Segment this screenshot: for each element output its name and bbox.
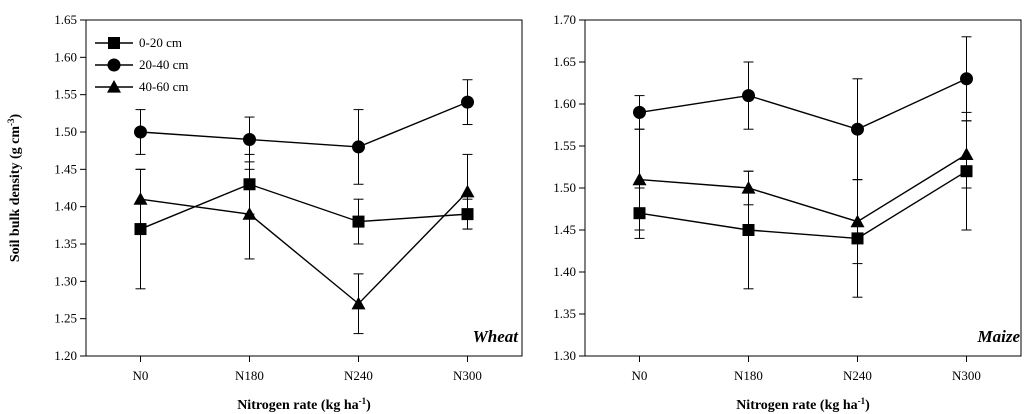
series-line xyxy=(639,170,967,240)
data-point xyxy=(960,72,973,86)
x-tick-label: N300 xyxy=(453,368,482,383)
x-axis-title: Nitrogen rate (kg ha-1) xyxy=(736,396,870,413)
wheat-panel: 1.20 1.25 1.30 1.35 1.40 1.45 1.50 1.55 1.60 1.65… xyxy=(6,12,523,413)
y-tick-label: 1.40 xyxy=(54,199,77,214)
series-20-40-cm xyxy=(633,36,973,181)
legend-item: 20-40 cm xyxy=(95,57,188,72)
y-tick-label: 1.40 xyxy=(553,264,576,279)
data-point xyxy=(851,122,864,136)
legend-label: 20-40 cm xyxy=(139,57,188,72)
x-tick-label: N180 xyxy=(734,368,763,383)
data-point xyxy=(460,184,475,198)
plot-frame xyxy=(85,19,523,357)
series-line xyxy=(639,153,967,223)
x-tick-label: N240 xyxy=(843,368,872,383)
y-tick-label: 1.35 xyxy=(553,306,576,321)
legend-marker xyxy=(108,37,120,49)
data-point xyxy=(742,89,755,103)
data-point xyxy=(850,214,865,228)
x-axis-title: Nitrogen rate (kg ha-1) xyxy=(237,396,371,413)
x-tick-label: N0 xyxy=(133,368,149,383)
x-axis: N0 N180 N240 N300 xyxy=(632,356,981,383)
series-40-60-cm xyxy=(133,153,475,335)
y-axis-title: Soil bulk density (g cm-3) xyxy=(6,114,23,263)
data-point xyxy=(741,181,756,194)
y-tick-label: 1.70 xyxy=(553,12,576,27)
data-point xyxy=(959,147,974,160)
legend: 0-20 cm 20-40 cm 40-60 cm xyxy=(95,35,188,94)
panel-label: Maize xyxy=(977,327,1021,346)
x-tick-label: N180 xyxy=(235,368,264,383)
y-tick-label: 1.50 xyxy=(54,124,77,139)
y-tick-label: 1.65 xyxy=(553,54,576,69)
data-point xyxy=(351,296,366,310)
x-tick-label: N0 xyxy=(632,368,648,383)
legend-label: 40-60 cm xyxy=(139,79,188,94)
x-tick-label: N240 xyxy=(344,368,373,383)
legend-marker xyxy=(107,58,121,72)
series-0-20-cm xyxy=(134,153,474,290)
y-tick-label: 1.55 xyxy=(553,138,576,153)
legend-item: 0-20 cm xyxy=(95,35,182,50)
data-point xyxy=(134,125,147,139)
y-tick-label: 1.60 xyxy=(54,49,77,64)
series-line xyxy=(639,78,967,130)
panel-label: Wheat xyxy=(473,327,520,346)
series-line xyxy=(140,191,469,305)
series-layer xyxy=(632,36,974,298)
y-axis: 1.20 1.25 1.30 1.35 1.40 1.45 1.50 1.55 1.60 1.65 xyxy=(54,12,86,363)
y-tick-label: 1.65 xyxy=(54,12,77,27)
y-tick-label: 1.30 xyxy=(553,348,576,363)
data-point xyxy=(352,215,365,228)
y-tick-label: 1.45 xyxy=(553,222,576,237)
y-axis: 1.30 1.35 1.40 1.45 1.50 1.55 1.60 1.65 1.70 xyxy=(553,12,585,363)
y-tick-label: 1.20 xyxy=(54,348,77,363)
data-point xyxy=(242,207,257,220)
data-point xyxy=(243,132,256,146)
y-tick-label: 1.60 xyxy=(553,96,576,111)
data-point xyxy=(133,192,148,205)
data-point xyxy=(633,105,646,119)
data-point xyxy=(461,95,474,109)
x-axis: N0 N180 N240 N300 xyxy=(133,356,482,383)
y-tick-label: 1.45 xyxy=(54,161,77,176)
series-line xyxy=(140,101,468,148)
plot-frame xyxy=(584,19,1022,357)
legend-marker xyxy=(107,80,121,93)
y-tick-label: 1.55 xyxy=(54,87,77,102)
y-tick-label: 1.30 xyxy=(54,273,77,288)
data-point xyxy=(742,224,755,236)
data-point xyxy=(352,140,365,154)
series-line xyxy=(140,183,468,230)
x-tick-label: N300 xyxy=(952,368,981,383)
y-tick-label: 1.35 xyxy=(54,236,77,251)
y-tick-label: 1.25 xyxy=(54,311,77,326)
series-20-40-cm xyxy=(134,79,474,185)
data-point xyxy=(632,172,647,186)
series-40-60-cm xyxy=(632,120,974,265)
maize-panel: 1.301.351.401.451.501.551.601.651.70 N0 N… xyxy=(553,12,1022,413)
series-layer xyxy=(133,79,475,335)
legend-label: 0-20 cm xyxy=(139,35,182,50)
legend-item: 40-60 cm xyxy=(95,79,188,94)
y-tick-label: 1.50 xyxy=(553,180,576,195)
